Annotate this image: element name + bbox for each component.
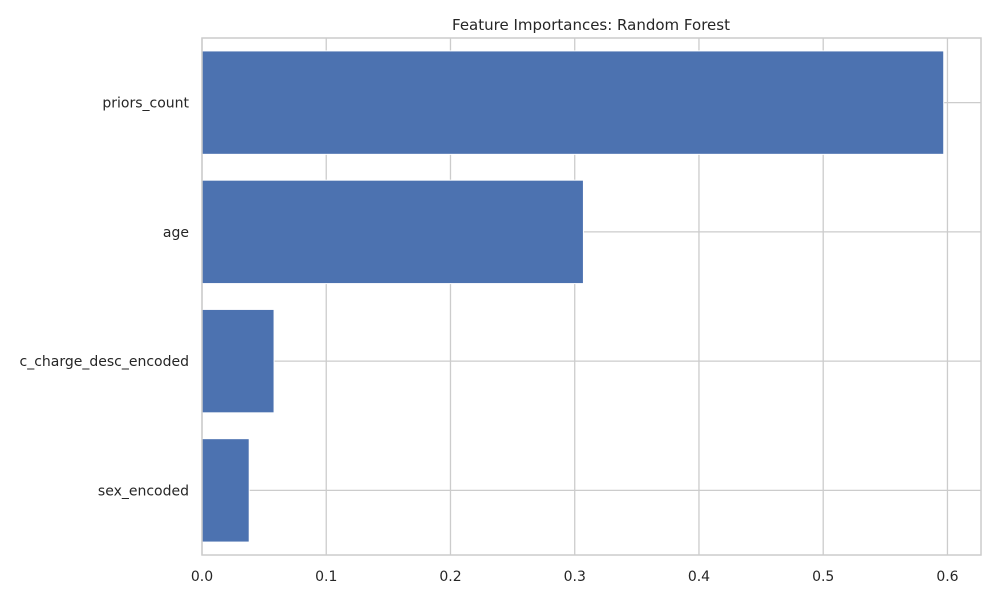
bar-c-charge-desc-encoded	[201, 308, 275, 414]
x-tick-label: 0.4	[688, 569, 710, 585]
x-tick-label: 0.0	[191, 569, 213, 585]
y-tick-label: c_charge_desc_encoded	[20, 354, 189, 370]
bar-age	[201, 179, 584, 285]
x-tick-label: 0.1	[315, 569, 337, 585]
chart-title: Feature Importances: Random Forest	[452, 16, 730, 34]
x-tick-label: 0.3	[564, 569, 586, 585]
plot-frame	[201, 37, 982, 556]
y-tick-label: priors_count	[102, 96, 189, 112]
y-tick-label: sex_encoded	[98, 483, 189, 499]
x-tick-label: 0.6	[936, 569, 958, 585]
x-tick-label: 0.2	[439, 569, 461, 585]
y-tick-label: age	[163, 225, 189, 241]
bar-sex-encoded	[201, 438, 250, 543]
x-tick-labels: 0.0 0.1 0.2 0.3 0.4 0.5 0.6	[191, 569, 959, 585]
bars	[201, 50, 945, 543]
x-tick-label: 0.5	[812, 569, 834, 585]
bar-priors-count	[201, 50, 945, 155]
